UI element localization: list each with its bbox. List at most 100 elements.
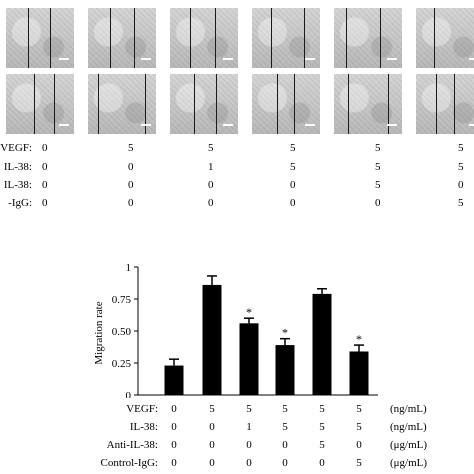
micrograph-panel [334, 74, 402, 134]
table-cell: 0 [171, 457, 177, 469]
table-cell: 5 [282, 421, 288, 433]
table-cell: 1 [208, 161, 214, 173]
table-cell: 5 [128, 142, 134, 154]
scale-bar [387, 124, 397, 126]
table-cell: 0 [128, 161, 134, 173]
table-cell: 0 [128, 179, 134, 191]
table-cell: 5 [282, 403, 288, 415]
table-cell: 0 [246, 457, 252, 469]
table-cell: 5 [356, 421, 362, 433]
row-label: VEGF: [126, 403, 158, 415]
scale-bar [469, 124, 474, 126]
scale-bar [223, 58, 233, 60]
row-label: IL-38: [3, 161, 32, 173]
table-cell: 5 [208, 142, 214, 154]
table-cell: 0 [171, 403, 177, 415]
table-cell: 0 [282, 457, 288, 469]
row-label: -IgG: [8, 197, 32, 209]
table-cell: 5 [246, 403, 252, 415]
bar [239, 323, 259, 395]
y-tick-label: 0.50 [112, 326, 132, 338]
y-tick-label: 1 [126, 262, 132, 274]
scale-bar [387, 58, 397, 60]
table-cell: 5 [458, 142, 464, 154]
scale-bar [59, 58, 69, 60]
table-cell: 0 [42, 197, 48, 209]
micrograph-panel [334, 8, 402, 68]
table-cell: 0 [290, 197, 296, 209]
scale-bar [59, 124, 69, 126]
table-cell: 0 [458, 179, 464, 191]
bar-series: * * * [164, 275, 369, 395]
micrograph-panel [170, 74, 238, 134]
micrograph-panel [6, 8, 74, 68]
scale-bar [141, 58, 151, 60]
table-cell: 5 [209, 403, 215, 415]
micrograph-panel [252, 8, 320, 68]
table-cell: 0 [246, 439, 252, 451]
table-cell: 0 [208, 197, 214, 209]
significance-marker: * [356, 332, 362, 346]
micrograph-panel [88, 74, 156, 134]
micrograph-panel [6, 74, 74, 134]
table-cell: 5 [290, 142, 296, 154]
scale-bar [469, 58, 474, 60]
micrograph-grid [0, 0, 474, 136]
bar [164, 365, 184, 395]
significance-marker: * [246, 305, 252, 319]
scale-bar [305, 58, 315, 60]
migration-rate-bar-chart: 0 0.25 0.50 0.75 1 * * * Migration rate [93, 262, 378, 398]
table-cell: 0 [375, 197, 381, 209]
unit-label: (ng/mL) [390, 421, 427, 433]
significance-marker: * [282, 326, 288, 340]
table-cell: 0 [209, 421, 215, 433]
row-label: IL-38: [129, 421, 158, 433]
scale-bar [141, 124, 151, 126]
table-cell: 5 [319, 439, 325, 451]
table-cell: 5 [290, 161, 296, 173]
unit-label: (μg/mL) [390, 439, 428, 451]
bar [349, 351, 369, 395]
table-cell: 0 [128, 197, 134, 209]
table-cell: 0 [356, 439, 362, 451]
table-cell: 5 [375, 179, 381, 191]
table-cell: 0 [171, 439, 177, 451]
bar [202, 284, 222, 395]
micrograph-panel [416, 8, 474, 68]
y-tick-label: 0 [126, 390, 132, 398]
table-cell: 0 [319, 457, 325, 469]
micrograph-panel [252, 74, 320, 134]
table-cell: 5 [319, 403, 325, 415]
table-cell: 5 [319, 421, 325, 433]
y-axis-label: Migration rate [93, 301, 105, 364]
scale-bar [223, 124, 233, 126]
table-cell: 5 [375, 142, 381, 154]
y-tick-label: 0.75 [112, 294, 132, 306]
micrograph-panel [88, 8, 156, 68]
micrograph-panel [170, 8, 238, 68]
table-cell: 5 [356, 403, 362, 415]
row-label: VEGF: [0, 142, 32, 154]
table-cell: 5 [458, 161, 464, 173]
table-cell: 5 [375, 161, 381, 173]
table-cell: 0 [171, 421, 177, 433]
row-label: IL-38: [3, 179, 32, 191]
table-cell: 0 [290, 179, 296, 191]
table-cell: 0 [282, 439, 288, 451]
row-label: Control-IgG: [100, 457, 158, 469]
scale-bar [305, 124, 315, 126]
unit-label: (μg/mL) [390, 457, 428, 469]
table-cell: 0 [42, 161, 48, 173]
table-cell: 0 [208, 179, 214, 191]
bar [275, 345, 295, 395]
table-cell: 0 [42, 179, 48, 191]
table-cell: 5 [356, 457, 362, 469]
table-cell: 1 [246, 421, 252, 433]
row-label: Anti-IL-38: [106, 439, 158, 451]
table-cell: 0 [209, 457, 215, 469]
bar [312, 293, 332, 395]
unit-label: (ng/mL) [390, 403, 427, 415]
table-cell: 0 [42, 142, 48, 154]
y-tick-label: 0.25 [112, 358, 132, 370]
micrograph-panel [416, 74, 474, 134]
